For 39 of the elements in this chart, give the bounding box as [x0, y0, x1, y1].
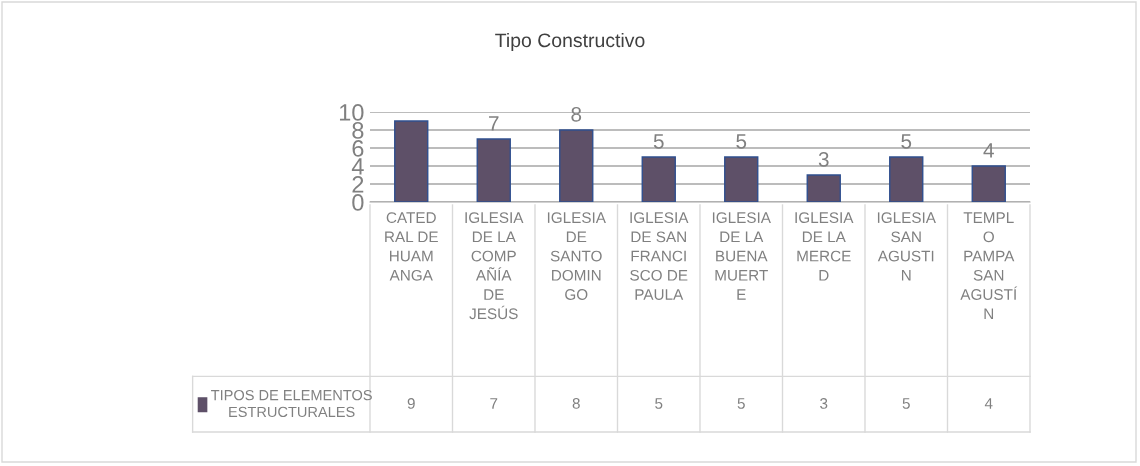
data-label: 3	[820, 398, 828, 409]
bar	[476, 138, 511, 202]
data-label: 9	[407, 398, 415, 409]
data-label: 8	[572, 398, 580, 409]
legend-label: TIPOS DE ELEMENTOS ESTRUCTURALES	[211, 389, 372, 418]
data-label: 7	[490, 398, 498, 409]
x-tick-label: IGLESIA DE SAN FRANCI SCO DE PAULA	[630, 212, 689, 300]
x-tick-label: TEMPL O PAMPA SAN AGUSTÍ N	[960, 212, 1018, 319]
annotation: 8	[571, 106, 582, 122]
annotation: 4	[983, 143, 994, 158]
annotation: 5	[901, 134, 912, 149]
bar	[559, 129, 594, 202]
annotation: 3	[818, 151, 829, 167]
x-tick-label: IGLESIA DE SANTO DOMIN GO	[547, 212, 606, 300]
data-label: 5	[902, 398, 910, 409]
bar	[971, 165, 1006, 202]
x-tick-label: IGLESIA DE LA BUENA MUERT E	[712, 212, 771, 300]
x-tick-label: IGLESIA DE LA COMP AÑÍA DE JESÚS	[465, 212, 524, 320]
x-tick-label: IGLESIA DE LA MERCE D	[795, 212, 854, 281]
annotation: 5	[736, 134, 747, 149]
y-tick-label: 6	[352, 140, 364, 157]
y-tick-label: 4	[351, 158, 364, 175]
data-label: 4	[984, 398, 993, 409]
bar	[889, 156, 924, 202]
data-label: 5	[655, 398, 663, 409]
y-tick-label: 0	[352, 194, 364, 211]
y-tick-label: 8	[352, 122, 364, 139]
y-tick-label: 10	[339, 104, 364, 121]
x-tick-label: CATED RAL DE HUAM ANGA	[385, 212, 438, 281]
x-tick-label: IGLESIA SAN AGUSTI N	[877, 212, 936, 281]
bar	[394, 120, 429, 202]
y-tick-label: 2	[352, 176, 364, 193]
chart-title: Tipo Constructivo	[495, 32, 645, 52]
bar	[806, 174, 841, 202]
data-label: 5	[737, 398, 745, 409]
bar	[641, 156, 676, 202]
annotation: 5	[653, 134, 664, 149]
annotation: 7	[489, 116, 499, 131]
bar	[724, 156, 759, 202]
